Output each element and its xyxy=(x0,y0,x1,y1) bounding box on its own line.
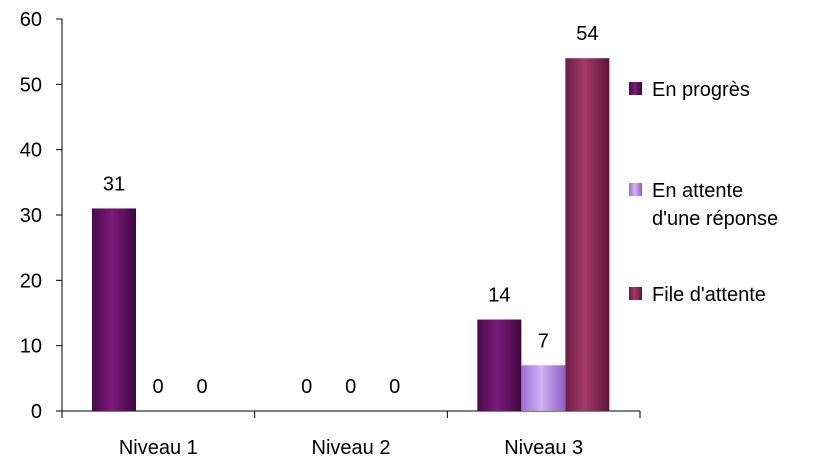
category-label: Niveau 3 xyxy=(504,437,583,459)
data-label: 0 xyxy=(196,376,207,398)
legend-label: En attente d'une réponse xyxy=(652,180,778,230)
legend-swatch xyxy=(629,183,642,196)
y-tick-label: 10 xyxy=(20,336,42,358)
legend-label-line: d'une réponse xyxy=(652,208,778,230)
data-label: 54 xyxy=(576,23,598,45)
legend-label-line: File d'attente xyxy=(652,284,766,306)
legend-swatch xyxy=(629,82,642,95)
legend-label: En progrès xyxy=(652,79,750,101)
y-tick-label: 20 xyxy=(20,270,42,292)
data-label: 31 xyxy=(103,173,125,195)
data-label: 0 xyxy=(389,376,400,398)
bar xyxy=(92,208,136,411)
y-tick-label: 30 xyxy=(20,205,42,227)
legend-label-line: En attente xyxy=(652,180,743,202)
data-label: 0 xyxy=(301,376,312,398)
data-label: 0 xyxy=(345,376,356,398)
category-label: Niveau 1 xyxy=(119,437,198,459)
y-tick-label: 60 xyxy=(20,9,42,31)
data-label: 14 xyxy=(488,285,510,307)
legend-label: File d'attente xyxy=(652,284,766,306)
y-tick-label: 0 xyxy=(31,401,42,423)
data-label: 0 xyxy=(152,376,163,398)
bar xyxy=(565,58,610,411)
category-label: Niveau 2 xyxy=(312,437,391,459)
legend: En progrès En attente d'une réponse File d'… xyxy=(629,79,778,306)
y-tick-label: 40 xyxy=(20,140,42,162)
bar xyxy=(521,365,566,411)
bar xyxy=(477,319,522,411)
data-label: 7 xyxy=(538,330,549,352)
y-tick-label: 50 xyxy=(20,74,42,96)
legend-label-line: En progrès xyxy=(652,79,750,101)
plot-area: 0 10 20 30 40 50 60 Niveau 1 Niveau 2 Niveau 3 31 0… xyxy=(20,9,641,459)
legend-swatch xyxy=(629,287,642,300)
